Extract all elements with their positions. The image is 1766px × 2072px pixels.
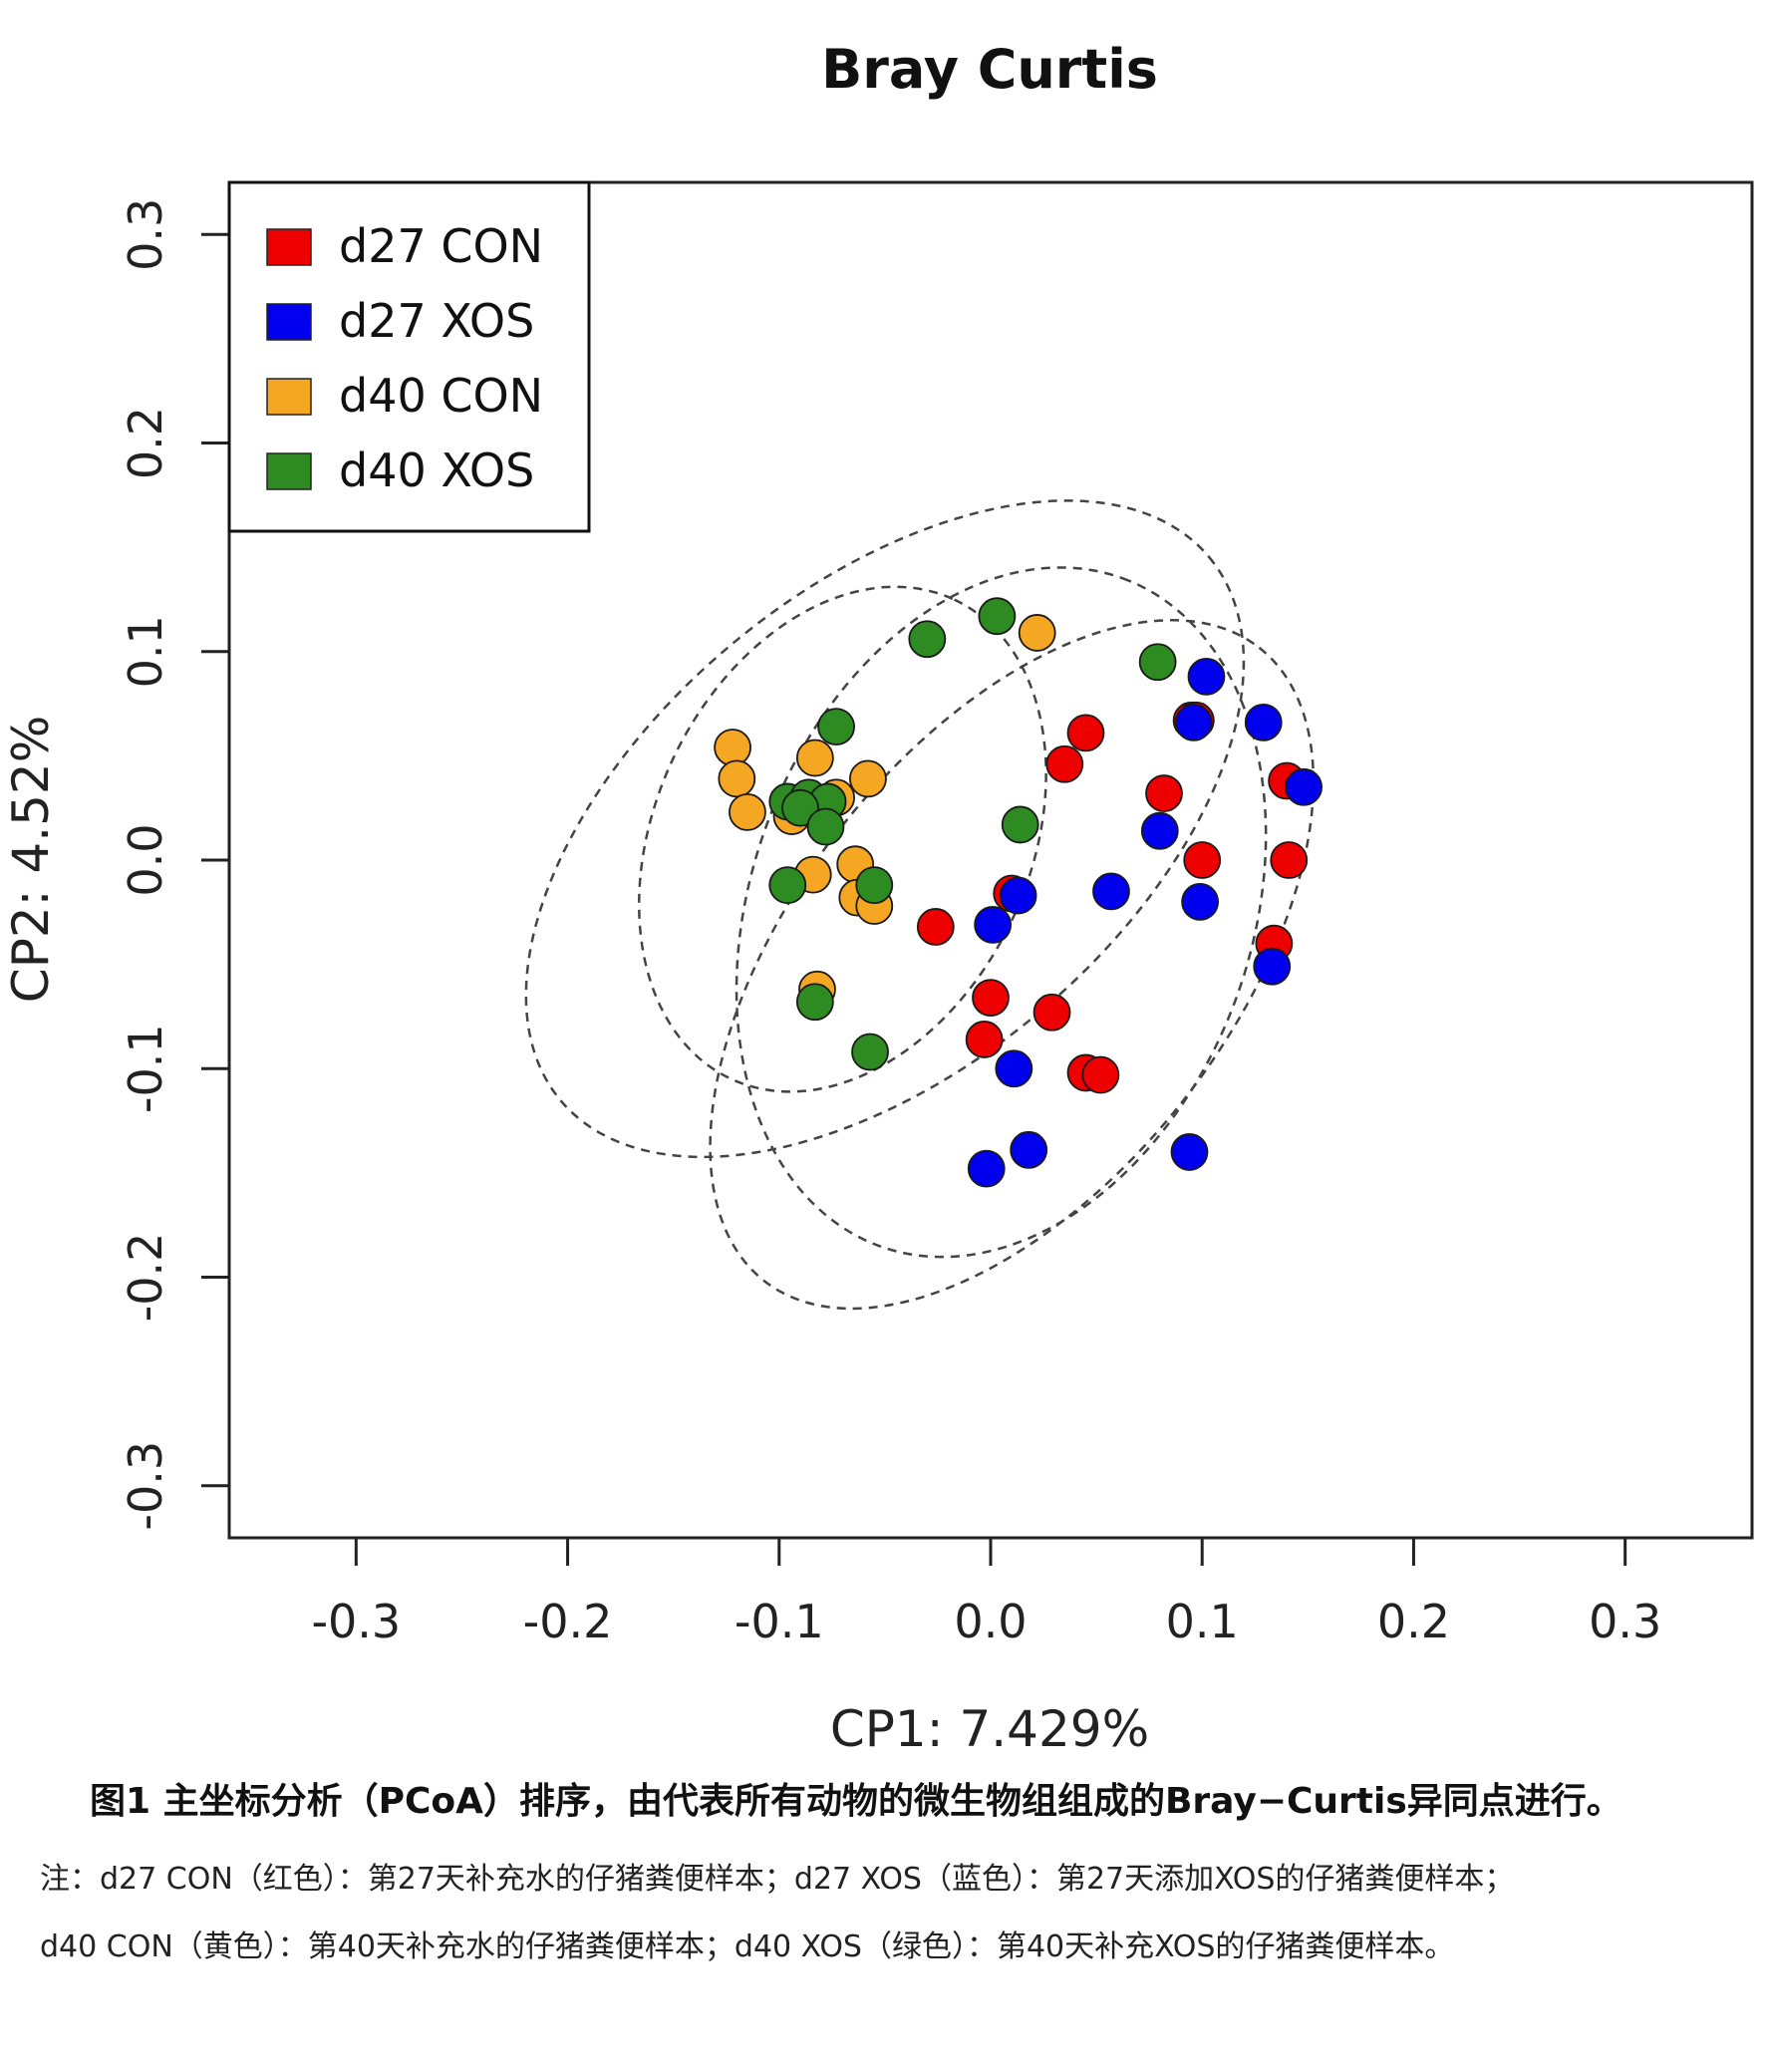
legend-swatch-d27-xos (266, 303, 312, 341)
x-axis: -0.3 -0.2 -0.1 0.0 0.1 0.2 0.3 (311, 1538, 1661, 1648)
point-d27-xos-3 (1244, 704, 1283, 741)
x-tick-label-1: -0.3 (311, 1595, 401, 1648)
point-d27-xos-2 (1174, 704, 1213, 741)
figure: Bray Curtis -0.3 -0.2 -0.1 0.0 0.1 0.2 0.3 -0.… (2, 38, 1754, 1758)
point-d40-xos-14 (851, 1033, 889, 1071)
legend-swatch-d40-xos (266, 452, 312, 490)
point-d27-xos-12 (1010, 1130, 1048, 1169)
point-d27-con-14 (965, 1021, 1004, 1058)
y-tick-label-6: 0.2 (119, 407, 172, 479)
legend-label-d27-con: d27 CON (339, 219, 543, 273)
y-tick-label-1: -0.3 (119, 1441, 172, 1531)
point-d27-con-5 (1145, 774, 1183, 812)
point-d27-xos-6 (1092, 872, 1130, 911)
point-d27-xos-9 (974, 905, 1013, 944)
point-d27-xos-14 (967, 1149, 1006, 1188)
point-d40-xos-1 (978, 597, 1017, 636)
y-tick-label-4: 0.0 (119, 823, 172, 896)
legend-label-d27-xos: d27 XOS (339, 294, 534, 348)
point-d27-xos-13 (1170, 1133, 1209, 1171)
y-tick-label-3: -0.1 (119, 1024, 172, 1113)
legend-swatch-d27-con (266, 228, 312, 266)
point-d40-xos-11 (768, 866, 807, 905)
data-points (714, 597, 1323, 1188)
x-tick-label-6: 0.2 (1377, 1595, 1450, 1648)
point-d27-xos-11 (995, 1049, 1033, 1088)
legend: d27 CON d27 XOS d40 CON d40 XOS (227, 180, 591, 533)
point-d27-con-8 (1270, 841, 1309, 879)
point-d27-xos-1 (1187, 657, 1226, 696)
point-d40-xos-13 (795, 983, 834, 1022)
point-d27-con-12 (972, 979, 1010, 1017)
point-d27-xos-5 (1140, 811, 1179, 850)
point-d27-con-16 (1081, 1055, 1120, 1094)
point-d27-con-13 (1032, 993, 1071, 1032)
y-tick-label-7: 0.3 (119, 198, 172, 271)
chart-title: Bray Curtis (821, 38, 1158, 101)
y-tick-label-2: -0.2 (119, 1233, 172, 1323)
point-d40-xos-3 (1138, 643, 1177, 682)
point-d27-con-7 (1183, 841, 1222, 879)
point-d40-xos-9 (806, 807, 845, 846)
point-d27-con-4 (1045, 744, 1084, 783)
legend-label-d40-con: d40 CON (339, 369, 543, 423)
figure-caption: 图1 主坐标分析（PCoA）排序，由代表所有动物的微生物组组成的Bray−Cur… (40, 1772, 1734, 1965)
confidence-ellipse-4 (638, 585, 1047, 1093)
point-d40-con-2 (714, 729, 751, 766)
caption-title: 图1 主坐标分析（PCoA）排序，由代表所有动物的微生物组组成的Bray−Cur… (90, 1781, 1622, 1822)
legend-label-d40-xos: d40 XOS (339, 444, 534, 497)
pcoa-scatter-chart: Bray Curtis -0.3 -0.2 -0.1 0.0 0.1 0.2 0.3 -0.… (2, 38, 1754, 1758)
x-tick-label-3: -0.1 (735, 1595, 824, 1648)
x-tick-label-5: 0.1 (1166, 1595, 1239, 1648)
point-d27-xos-8 (999, 876, 1037, 915)
point-d27-xos-10 (1253, 947, 1292, 986)
caption-note-line-1: 注：d27 CON（红色）：第27天补充水的仔猪粪便样本；d27 XOS（蓝色）… (40, 1862, 1515, 1897)
point-d40-xos-4 (817, 708, 855, 745)
y-axis-label: CP2: 4.52% (2, 716, 60, 1003)
point-d40-con-1 (1018, 614, 1056, 652)
point-d27-xos-7 (1181, 882, 1219, 921)
y-tick-label-5: 0.1 (119, 615, 172, 688)
y-axis: -0.3 -0.2 -0.1 0.0 0.1 0.2 0.3 (119, 198, 229, 1531)
point-d40-con-4 (795, 739, 834, 777)
caption-note-line-2: d40 CON（黄色）：第40天补充水的仔猪粪便样本；d40 XOS（绿色）：第… (40, 1929, 1455, 1964)
confidence-ellipse-1 (709, 619, 1316, 1311)
point-d40-con-5 (849, 759, 887, 798)
x-tick-label-2: -0.2 (523, 1595, 613, 1648)
point-d40-xos-10 (1001, 805, 1039, 844)
point-d27-con-10 (916, 908, 955, 946)
point-d40-xos-12 (855, 866, 894, 905)
x-tick-label-4: 0.0 (954, 1595, 1027, 1648)
confidence-ellipse-2 (735, 566, 1268, 1259)
x-axis-label: CP1: 7.429% (830, 1700, 1149, 1758)
point-d40-xos-8 (781, 788, 819, 827)
point-d27-con-3 (1066, 714, 1105, 752)
point-d40-con-3 (718, 759, 756, 798)
point-d40-xos-2 (908, 620, 947, 659)
point-d27-xos-4 (1285, 767, 1323, 806)
point-d40-con-6 (729, 792, 766, 831)
legend-swatch-d40-con (266, 378, 312, 416)
x-tick-label-7: 0.3 (1589, 1595, 1661, 1648)
